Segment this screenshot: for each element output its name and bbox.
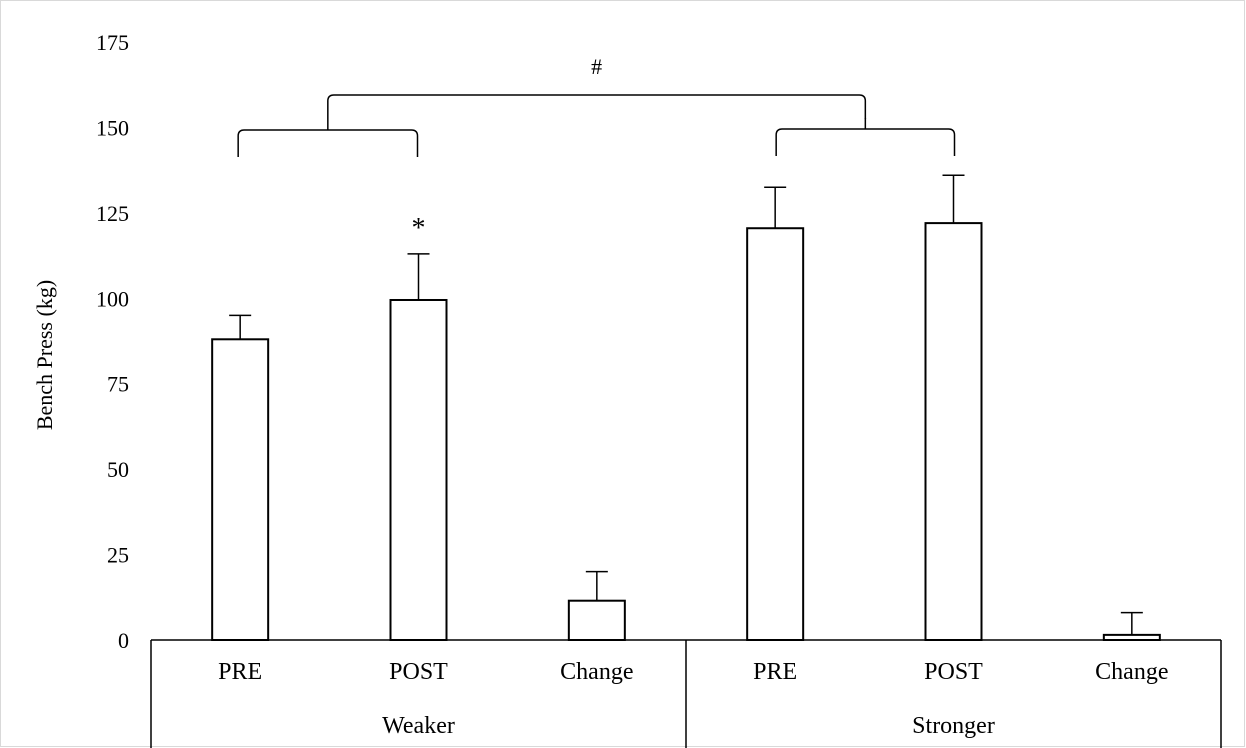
- category-label: POST: [389, 659, 448, 685]
- group-labels: Weaker Stronger: [382, 713, 995, 739]
- bars: [211, 222, 1161, 642]
- y-tick-label: 25: [107, 543, 129, 568]
- y-tick-label: 75: [107, 372, 129, 397]
- y-tick-label: 0: [118, 628, 129, 653]
- axes: [150, 639, 1222, 748]
- y-tick-label: 175: [96, 30, 129, 55]
- category-label: PRE: [218, 659, 262, 685]
- bar: [211, 338, 270, 641]
- category-label: Change: [1095, 659, 1168, 685]
- error-bars: [229, 174, 1143, 635]
- significance-hash: #: [591, 54, 602, 79]
- category-labels: PRE POST Change PRE POST Change: [218, 659, 1168, 685]
- bracket: [237, 129, 419, 157]
- bracket: [775, 128, 956, 156]
- annotations: *#: [412, 54, 603, 244]
- bar: [924, 222, 983, 641]
- category-label: PRE: [753, 659, 797, 685]
- y-axis-ticks: 0 25 50 75 100 125 150 175: [96, 30, 129, 653]
- y-axis-label: Bench Press (kg): [32, 280, 57, 430]
- significance-asterisk: *: [412, 213, 426, 244]
- category-label: POST: [924, 659, 983, 685]
- group-label: Stronger: [912, 713, 995, 739]
- bar: [1102, 633, 1161, 641]
- bar: [389, 298, 448, 641]
- bar: [567, 599, 626, 642]
- y-tick-label: 100: [96, 286, 129, 311]
- bar: [746, 227, 805, 641]
- y-tick-label: 150: [96, 115, 129, 140]
- group-label: Weaker: [382, 713, 455, 739]
- category-label: Change: [560, 659, 633, 685]
- y-tick-label: 50: [107, 457, 129, 482]
- y-tick-label: 125: [96, 201, 129, 226]
- bracket-between-groups: [327, 94, 867, 119]
- significance-brackets: [237, 94, 956, 157]
